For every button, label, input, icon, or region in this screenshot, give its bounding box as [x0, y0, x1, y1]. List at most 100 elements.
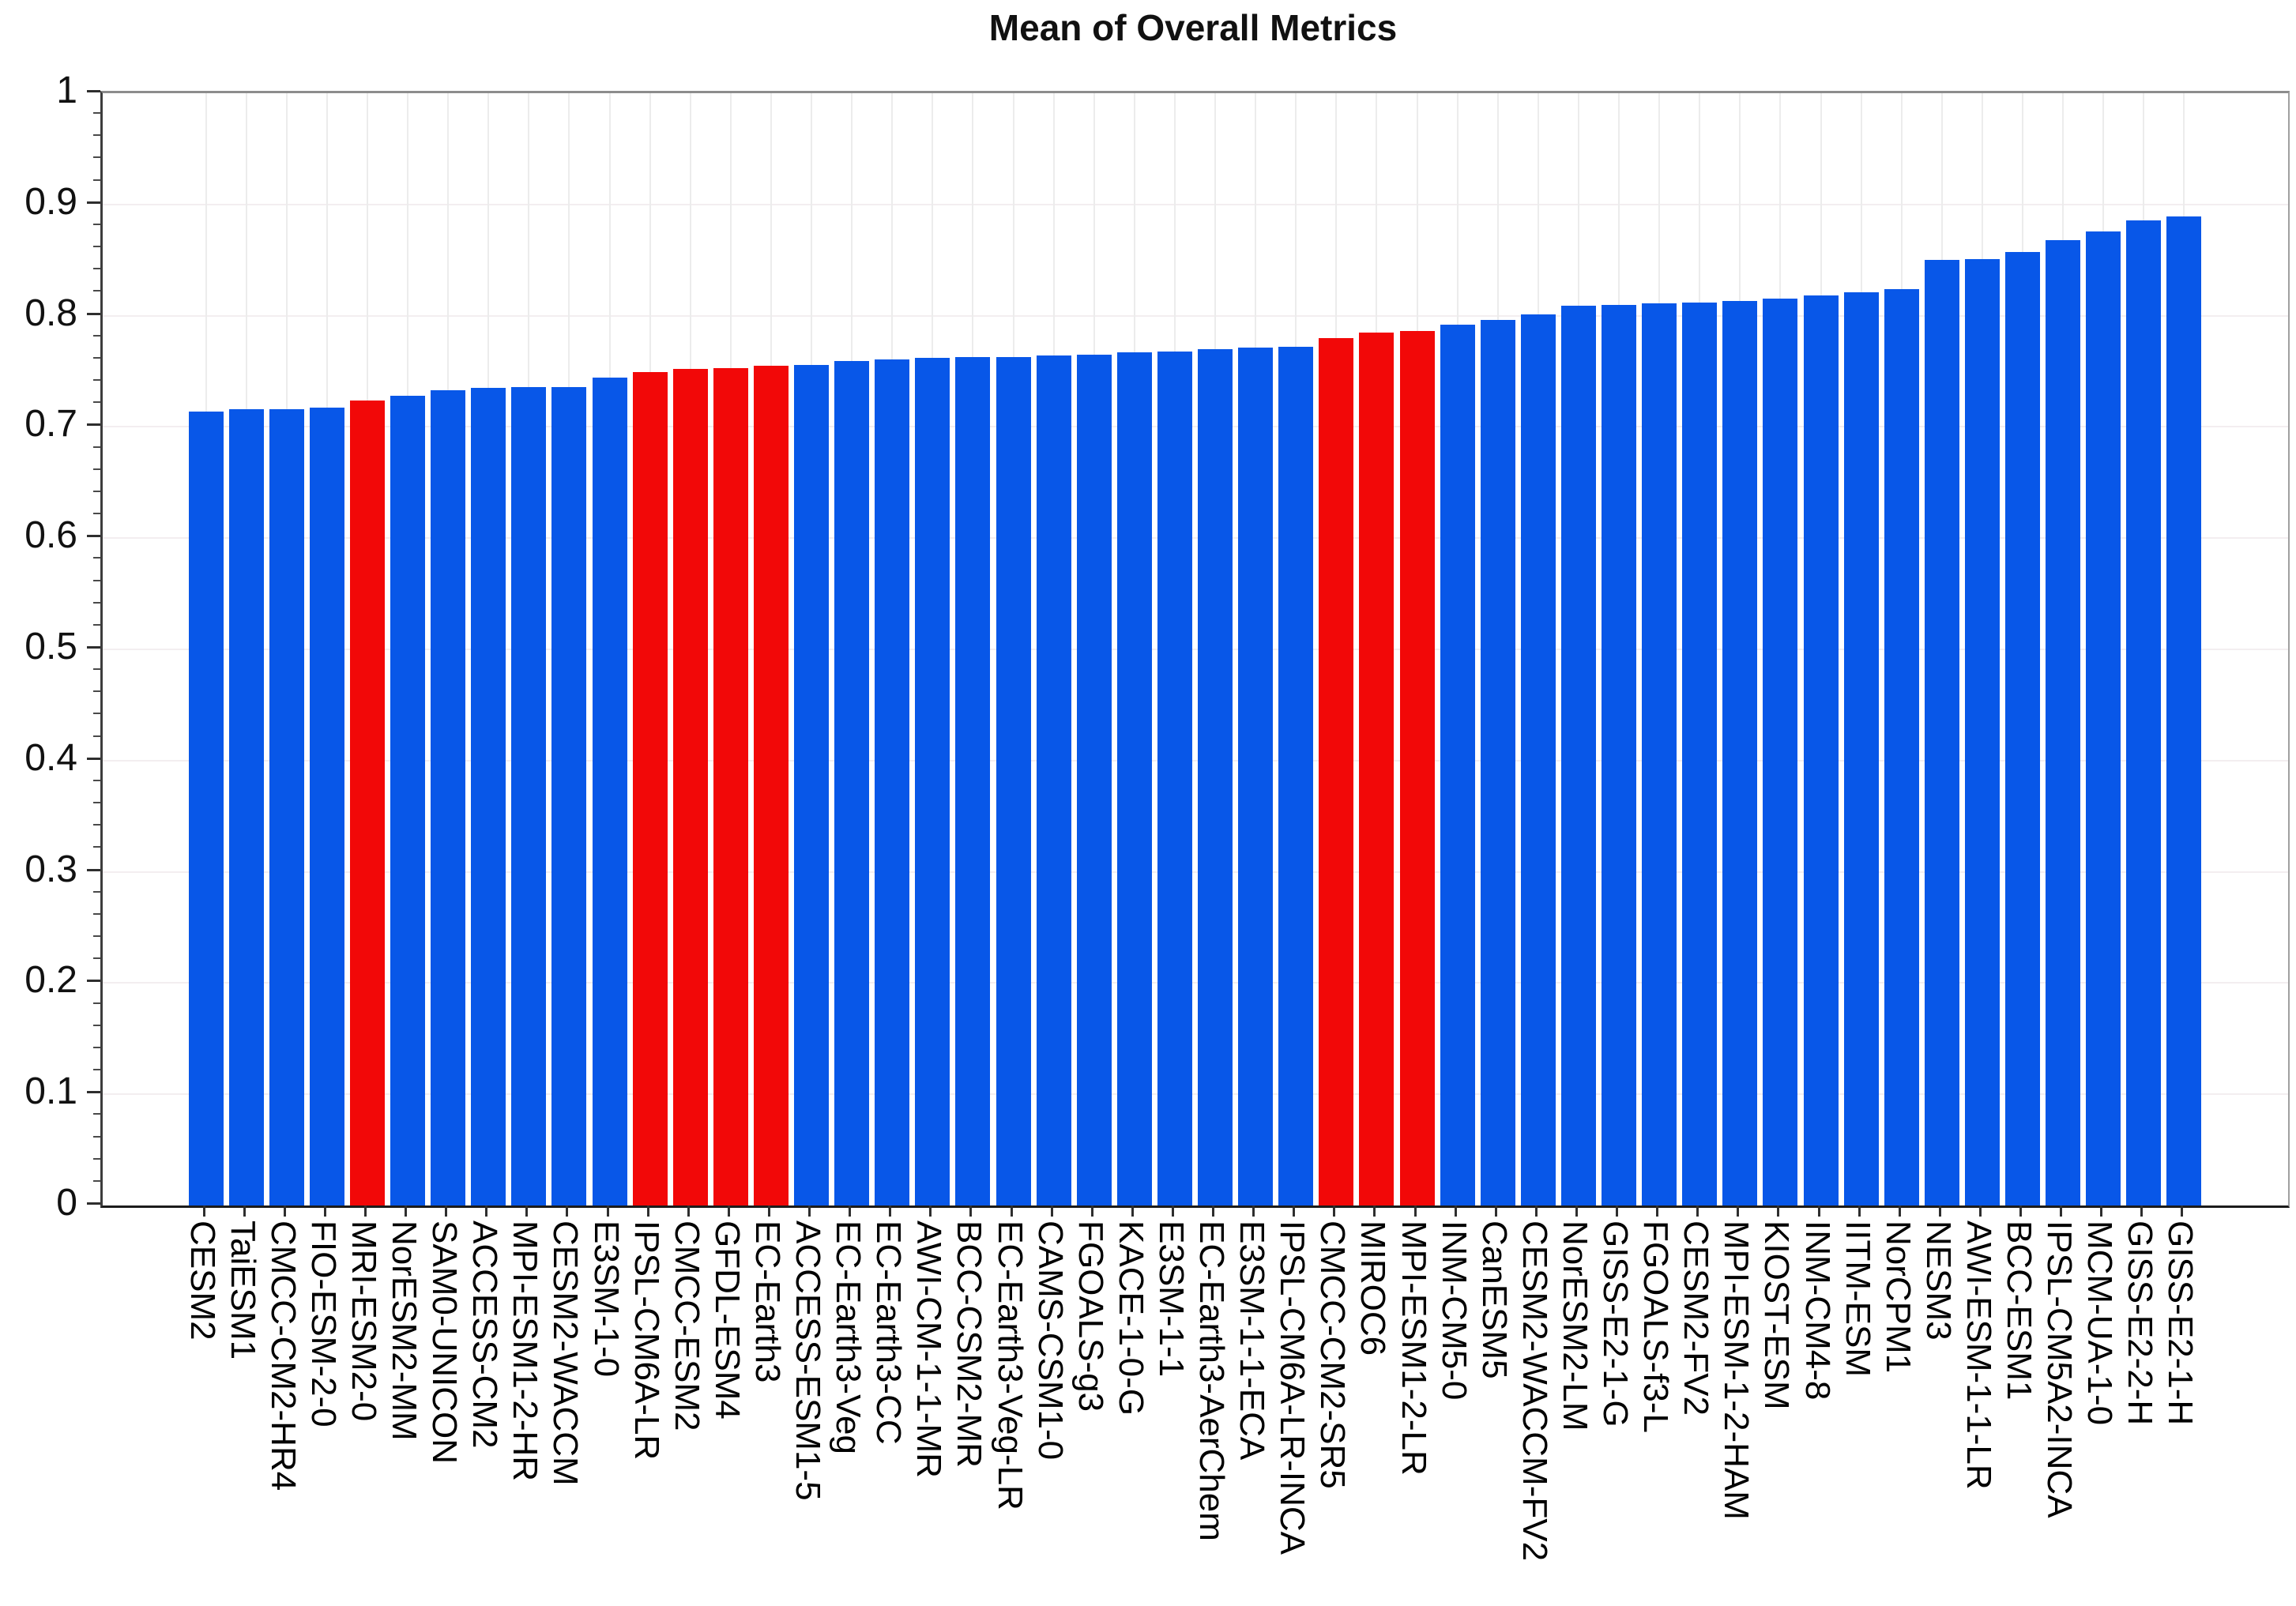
x-axis-tick	[2019, 1205, 2023, 1217]
x-axis-tick-label: EC-Earth3-Veg-LR	[990, 1220, 1029, 1510]
bar-CESM2-WACCM-FV2	[1520, 314, 1556, 1205]
x-axis-tick-label: E3SM-1-0	[586, 1220, 626, 1378]
bar-EC-Earth3-CC	[875, 359, 910, 1205]
x-axis-tick-label: INM-CM4-8	[1797, 1220, 1837, 1401]
y-axis-major-tick	[87, 201, 100, 204]
x-axis-tick-label: CanESM5	[1474, 1220, 1514, 1379]
x-axis-tick	[1413, 1205, 1417, 1217]
bar-KIOST-ESM	[1763, 299, 1798, 1205]
x-axis-tick-label: EC-Earth3-Veg	[829, 1220, 868, 1454]
x-axis-tick-label: CMCC-CM2-HR4	[263, 1220, 303, 1491]
bar-MCM-UA-1-0	[2086, 231, 2121, 1205]
x-axis-tick	[889, 1205, 892, 1217]
x-axis-tick-label: NorESM2-LM	[1555, 1220, 1594, 1431]
x-axis-tick-label: MRI-ESM2-0	[344, 1220, 383, 1422]
bar-MRI-ESM2-0	[349, 400, 385, 1205]
chart-title: Mean of Overall Metrics	[988, 7, 1398, 48]
bar-TaiESM1	[228, 408, 264, 1205]
x-axis-tick-label: IPSL-CM6A-LR-INCA	[1273, 1220, 1312, 1555]
y-axis-tick-label: 0.5	[24, 626, 77, 668]
y-axis-major-tick	[87, 868, 100, 871]
x-axis-tick-label: TaiESM1	[223, 1220, 262, 1360]
y-axis-minor-tick	[93, 468, 100, 470]
bar-EC-Earth3-Veg	[834, 361, 870, 1205]
h-gridline	[103, 1093, 2288, 1096]
bar-BCC-ESM1	[2005, 252, 2041, 1205]
y-axis-minor-tick	[93, 334, 100, 337]
y-axis-major-tick	[87, 1091, 100, 1094]
x-axis-tick	[2060, 1205, 2063, 1217]
y-axis-minor-tick	[93, 268, 100, 270]
x-axis-tick-label: MIROC6	[1353, 1220, 1393, 1356]
bar-GFDL-ESM4	[713, 367, 748, 1205]
x-axis-tick-label: GISS-E2-1-G	[1596, 1220, 1635, 1427]
x-axis-tick-label: EC-Earth3-CC	[869, 1220, 909, 1445]
x-axis-tick-label: NorCPM1	[1878, 1220, 1918, 1374]
y-axis-major-tick	[87, 423, 100, 427]
h-gridline	[103, 537, 2288, 540]
x-axis-tick	[566, 1205, 569, 1217]
y-axis-minor-tick	[93, 802, 100, 804]
x-axis-tick	[969, 1205, 973, 1217]
y-axis-minor-tick	[93, 1179, 100, 1182]
y-axis-minor-tick	[93, 379, 100, 382]
x-axis-tick	[1373, 1205, 1376, 1217]
y-axis-minor-tick	[93, 779, 100, 781]
x-axis-tick	[202, 1205, 205, 1217]
x-axis-tick-label: CESM2	[183, 1220, 222, 1341]
x-axis-tick-label: CMCC-CM2-SR5	[1313, 1220, 1353, 1489]
x-axis-tick-label: E3SM-1-1	[1151, 1220, 1191, 1378]
h-gridline	[103, 426, 2288, 428]
bar-FGOALS-g3	[1076, 354, 1112, 1205]
y-axis-minor-tick	[93, 846, 100, 848]
y-axis-major-tick	[87, 980, 100, 983]
y-axis-minor-tick	[93, 1135, 100, 1138]
x-axis-tick-label: CESM2-WACCM-FV2	[1515, 1220, 1554, 1562]
x-axis-tick	[2140, 1205, 2144, 1217]
y-axis-minor-tick	[93, 1046, 100, 1048]
bar-E3SM-1-1-ECA	[1238, 348, 1274, 1205]
x-axis-tick-label: BCC-ESM1	[2000, 1220, 2039, 1401]
y-axis-minor-tick	[93, 713, 100, 715]
x-axis-tick	[2181, 1205, 2184, 1217]
x-axis-tick	[1293, 1205, 1296, 1217]
x-axis-tick	[1131, 1205, 1134, 1217]
bar-NorCPM1	[1884, 288, 1919, 1205]
bar-INM-CM4-8	[1803, 295, 1839, 1205]
x-axis-tick	[525, 1205, 529, 1217]
x-axis-tick-label: MPI-ESM1-2-LR	[1394, 1220, 1433, 1476]
bar-NorESM2-MM	[390, 395, 426, 1205]
x-axis-tick-label: EC-Earth3	[747, 1220, 787, 1383]
y-axis-tick-label: 0	[56, 1182, 77, 1224]
y-axis-minor-tick	[93, 935, 100, 938]
y-axis-minor-tick	[93, 668, 100, 671]
bar-FIO-ESM-2-0	[309, 408, 344, 1205]
x-axis-tick	[1252, 1205, 1255, 1217]
x-axis-tick-label: NESM3	[1918, 1220, 1958, 1341]
y-axis-minor-tick	[93, 623, 100, 626]
bar-EC-Earth3-Veg-LR	[996, 356, 1031, 1205]
bar-BCC-CSM2-MR	[955, 356, 991, 1205]
x-axis-tick-label: EC-Earth3-AerChem	[1192, 1220, 1232, 1541]
x-axis-tick	[1696, 1205, 1699, 1217]
y-axis-minor-tick	[93, 1157, 100, 1160]
x-axis-tick	[1575, 1205, 1578, 1217]
x-axis-tick-label: ACCESS-ESM1-5	[789, 1220, 828, 1501]
y-axis-minor-tick	[93, 290, 100, 292]
bar-E3SM-1-1	[1157, 351, 1192, 1205]
y-axis-minor-tick	[93, 579, 100, 581]
bar-INM-CM5-0	[1440, 324, 1475, 1205]
x-axis-tick	[283, 1205, 286, 1217]
y-axis-major-tick	[87, 646, 100, 649]
x-axis-tick	[1777, 1205, 1780, 1217]
y-axis-tick-label: 0.3	[24, 848, 77, 890]
x-axis-tick-label: NorESM2-MM	[385, 1220, 424, 1441]
x-axis-tick	[1858, 1205, 1861, 1217]
x-axis-tick-label: FGOALS-g3	[1071, 1220, 1110, 1412]
y-axis-minor-tick	[93, 735, 100, 737]
y-axis-minor-tick	[93, 223, 100, 225]
x-axis-tick	[1454, 1205, 1457, 1217]
bar-AWI-CM-1-1-MR	[915, 358, 950, 1205]
x-axis-tick	[646, 1205, 649, 1217]
x-axis-tick	[1010, 1205, 1013, 1217]
